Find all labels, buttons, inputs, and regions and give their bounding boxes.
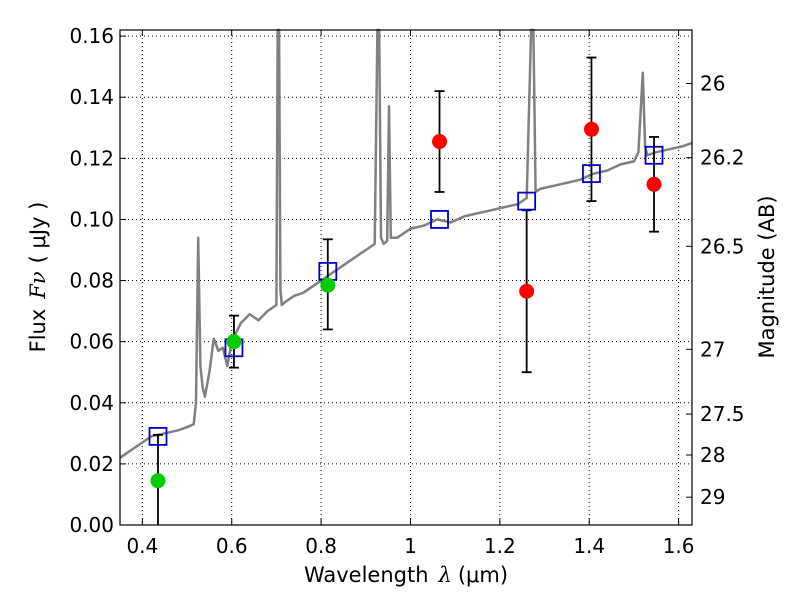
mag-tick-label: 26 <box>700 71 725 95</box>
mag-tick-label: 26.5 <box>700 234 745 258</box>
mag-tick-label: 27 <box>700 337 725 361</box>
model-flux-square <box>148 426 168 446</box>
x-tick-label: 0.4 <box>126 534 158 558</box>
y-tick-label: 0.08 <box>69 269 114 293</box>
y-tick-label: 0.16 <box>69 24 114 48</box>
y2-axis-title: Magnitude (AB) <box>755 195 779 358</box>
axis-ticks <box>120 30 692 526</box>
model-flux-square <box>582 164 601 184</box>
y-axis-title: FluxFν( μJy ) <box>26 202 50 353</box>
x-axis-title: Wavelength λ (μm) <box>304 563 508 587</box>
observed-flux-point <box>646 176 662 192</box>
y-tick-label: 0.10 <box>69 207 114 231</box>
observed-flux-point <box>150 473 166 489</box>
model-flux-square <box>517 191 537 211</box>
observed-flux-point <box>320 277 336 293</box>
y-tick-label: 0.00 <box>69 513 114 537</box>
y-tick-label: 0.02 <box>69 452 114 476</box>
grid-lines <box>120 30 692 526</box>
observed-flux-markers <box>150 121 662 489</box>
x-tick-label: 1 <box>404 534 417 558</box>
y-tick-label: 0.12 <box>69 146 114 170</box>
model-flux-square <box>430 210 449 229</box>
observed-flux-point <box>583 121 599 137</box>
x-tick-label: 1.2 <box>484 534 516 558</box>
mag-tick-label: 28 <box>700 443 725 467</box>
x-tick-label: 1.4 <box>573 534 605 558</box>
plot-frame <box>119 29 693 526</box>
x-tick-label: 0.6 <box>216 534 248 558</box>
mag-tick-label: 27.5 <box>700 402 745 426</box>
observed-flux-point <box>432 134 448 150</box>
observed-flux-point <box>519 283 535 299</box>
model-flux-square <box>644 145 664 165</box>
model-flux-markers <box>148 145 664 446</box>
observed-flux-point <box>226 334 242 350</box>
mag-tick-label: 26.2 <box>700 146 745 170</box>
tick-labels: 0.4 0.6 0.8 1 1.2 1.4 1.6 0.00 0.02 0.04 0.06 0.08 0… <box>69 24 744 558</box>
error-bars <box>152 56 660 525</box>
mag-tick-label: 29 <box>700 485 725 509</box>
x-tick-label: 0.8 <box>305 534 337 558</box>
y-tick-label: 0.14 <box>69 85 114 109</box>
y-tick-label: 0.06 <box>69 330 114 354</box>
x-tick-label: 1.6 <box>663 534 695 558</box>
spectrum-series <box>119 28 693 459</box>
y-tick-label: 0.04 <box>69 391 114 415</box>
spectrum-line <box>119 28 693 459</box>
